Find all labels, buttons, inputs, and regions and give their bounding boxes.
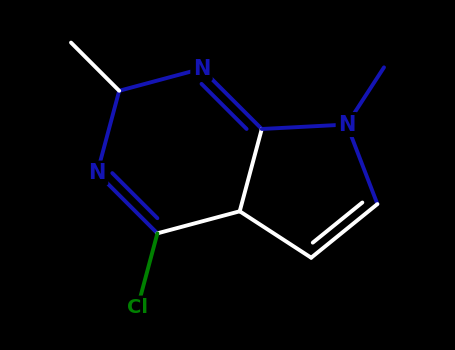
Text: Cl: Cl	[127, 298, 148, 317]
Text: N: N	[338, 114, 355, 134]
Text: N: N	[88, 163, 106, 183]
Text: N: N	[193, 59, 210, 79]
